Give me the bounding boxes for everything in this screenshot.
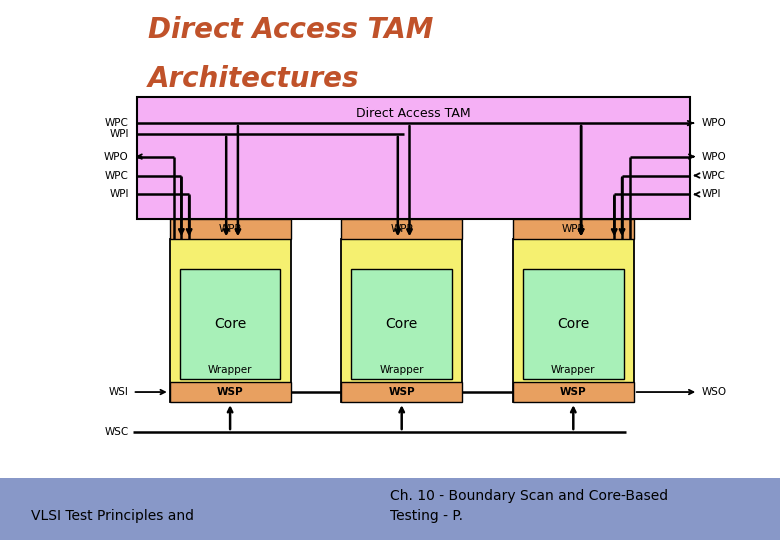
Bar	[342, 219, 462, 239]
Text: WSP: WSP	[217, 387, 243, 397]
Text: WPC: WPC	[702, 171, 726, 180]
Text: WSO: WSO	[702, 387, 727, 397]
Bar	[169, 239, 290, 402]
Bar	[351, 269, 452, 379]
Text: WPP: WPP	[390, 224, 413, 234]
Text: WSC: WSC	[105, 427, 129, 437]
Text: WPP: WPP	[562, 224, 585, 234]
Bar	[523, 269, 624, 379]
Bar	[0, 478, 780, 540]
Text: Direct Access TAM: Direct Access TAM	[356, 107, 470, 120]
Text: WSI: WSI	[109, 387, 129, 397]
Text: Wrapper: Wrapper	[207, 364, 253, 375]
Bar	[342, 382, 462, 402]
Bar	[169, 219, 290, 239]
Bar	[169, 382, 290, 402]
Text: WPO: WPO	[702, 152, 727, 161]
Text: WSP: WSP	[388, 387, 415, 397]
Text: WPI: WPI	[109, 190, 129, 199]
Text: Wrapper: Wrapper	[379, 364, 424, 375]
Text: Ch. 10 - Boundary Scan and Core-Based
Testing - P.: Ch. 10 - Boundary Scan and Core-Based Te…	[390, 489, 668, 523]
Text: Core: Core	[557, 317, 590, 331]
Text: WSP: WSP	[560, 387, 587, 397]
Text: Core: Core	[385, 317, 418, 331]
Text: Architectures: Architectures	[148, 65, 360, 93]
Text: WPO: WPO	[702, 118, 727, 128]
Text: Core: Core	[214, 317, 246, 331]
Bar	[513, 239, 633, 402]
Text: VLSI Test Principles and: VLSI Test Principles and	[31, 509, 194, 523]
Text: WPO: WPO	[104, 152, 129, 161]
Text: WPI: WPI	[109, 129, 129, 139]
Text: WPC: WPC	[105, 118, 129, 128]
Bar	[179, 269, 281, 379]
Bar	[513, 382, 633, 402]
Text: WPI: WPI	[702, 190, 722, 199]
Bar	[342, 239, 462, 402]
Bar	[136, 97, 690, 219]
Text: Wrapper: Wrapper	[551, 364, 596, 375]
Text: WPP: WPP	[218, 224, 242, 234]
Bar	[513, 219, 633, 239]
Text: Direct Access TAM: Direct Access TAM	[148, 16, 434, 44]
Text: WPC: WPC	[105, 171, 129, 180]
